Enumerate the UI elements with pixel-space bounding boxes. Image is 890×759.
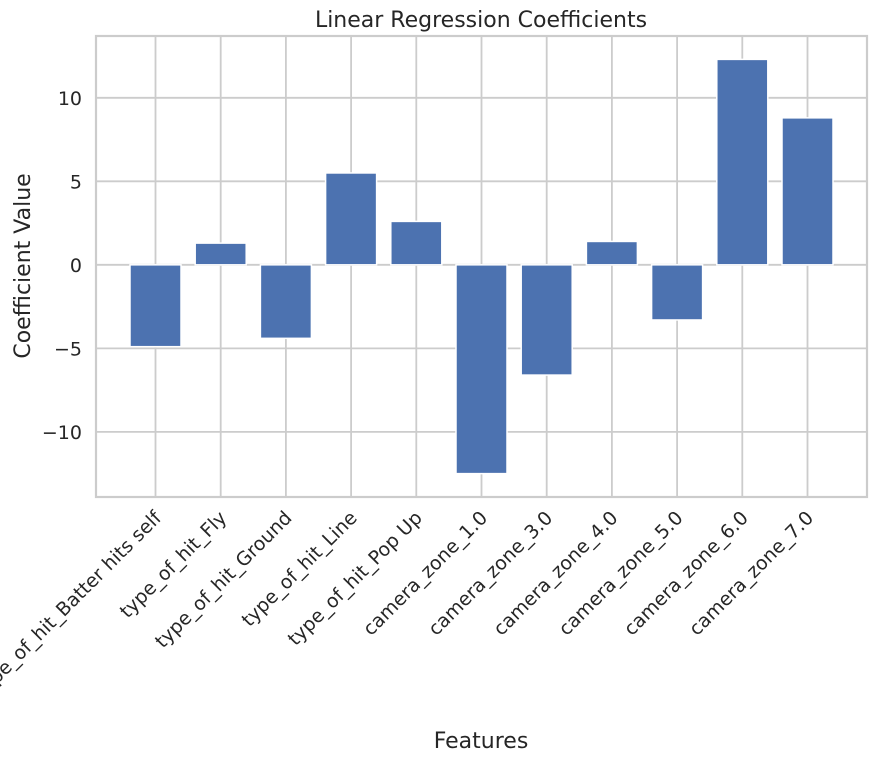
x-tick-label: camera_zone_1.0: [359, 507, 492, 640]
x-tick-label: camera_zone_6.0: [620, 507, 753, 640]
x-tick-label: camera_zone_5.0: [554, 507, 687, 640]
y-axis-label: Coefficient Value: [11, 173, 36, 358]
bar: [194, 242, 247, 266]
y-tick-label: −10: [42, 422, 82, 444]
bars: [129, 58, 834, 475]
bar: [650, 264, 704, 321]
bar: [259, 264, 313, 340]
x-tick-label: camera_zone_3.0: [424, 507, 557, 640]
x-tick-label: camera_zone_4.0: [489, 507, 622, 640]
plot-frame: [94, 34, 869, 499]
bar: [781, 117, 834, 266]
y-tick-labels: −10 −5 0 5 10: [42, 88, 82, 444]
bar: [390, 220, 443, 266]
bar: [520, 264, 573, 376]
chart-title: Linear Regression Coefficients: [315, 8, 647, 33]
bar: [324, 172, 378, 266]
y-tick-label: 0: [70, 255, 82, 277]
y-tick-label: 5: [70, 171, 82, 193]
y-tick-label: −5: [54, 338, 82, 360]
bar: [716, 58, 769, 266]
bar: [129, 264, 182, 348]
x-tick-label: camera_zone_7.0: [685, 507, 818, 640]
y-tick-label: 10: [58, 88, 82, 110]
bar: [585, 240, 639, 266]
x-tick-label: type_of_hit_Line: [237, 507, 361, 631]
x-tick-labels: type_of_hit_Batter hits selftype_of_hit_…: [0, 506, 818, 702]
x-axis-label: Features: [434, 729, 529, 754]
bar: [455, 264, 508, 475]
